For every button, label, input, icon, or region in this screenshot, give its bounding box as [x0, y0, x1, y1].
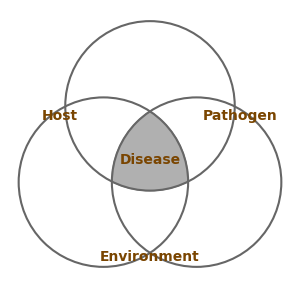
- Text: Pathogen: Pathogen: [203, 109, 278, 123]
- Circle shape: [65, 21, 235, 191]
- Polygon shape: [112, 111, 188, 191]
- Circle shape: [19, 97, 188, 267]
- Text: Environment: Environment: [100, 250, 200, 264]
- Text: Host: Host: [42, 109, 78, 123]
- Circle shape: [112, 97, 281, 267]
- Text: Disease: Disease: [119, 153, 181, 166]
- Polygon shape: [112, 111, 188, 191]
